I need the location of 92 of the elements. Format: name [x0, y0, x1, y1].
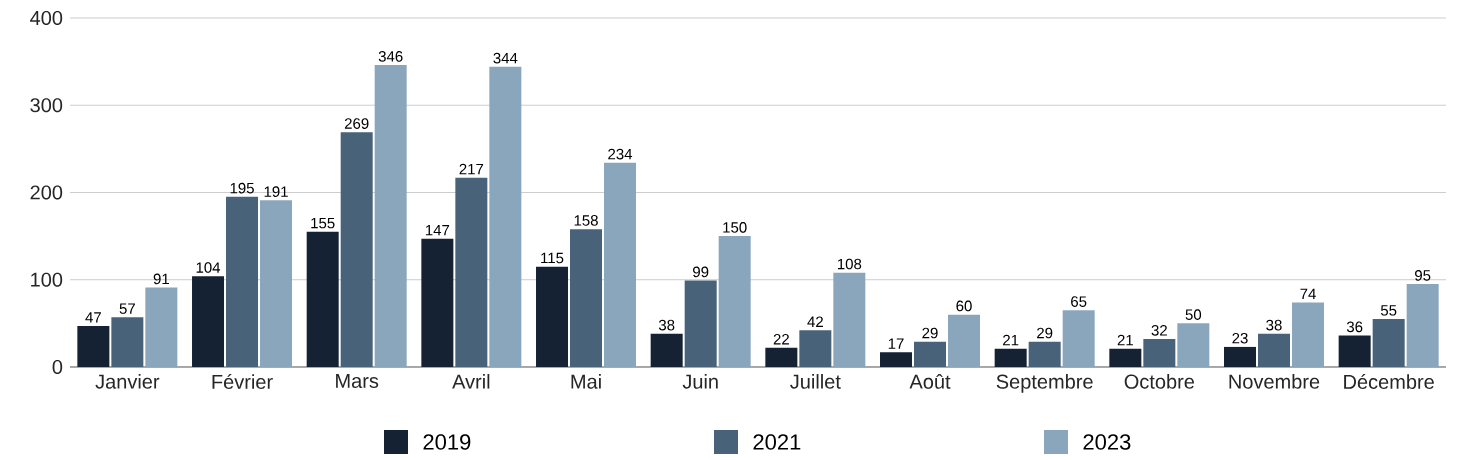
bar — [1177, 323, 1210, 367]
bar — [914, 341, 947, 367]
bar — [536, 266, 569, 367]
bar — [833, 272, 866, 367]
bar — [226, 196, 259, 367]
bar — [489, 66, 522, 367]
data-label: 155 — [311, 217, 335, 229]
bar — [765, 347, 798, 367]
x-tick-label: Mai — [571, 374, 601, 389]
x-tick-label: Juillet — [790, 374, 841, 389]
data-label: 32 — [1151, 325, 1167, 336]
x-tick-label: Avril — [452, 374, 490, 389]
bar — [1109, 348, 1142, 367]
data-label: 29 — [1037, 327, 1053, 339]
bar — [145, 287, 178, 367]
data-label: 21 — [1003, 334, 1019, 346]
legend-label: 2019 — [423, 434, 471, 450]
data-label: 108 — [837, 258, 862, 270]
bar — [1028, 341, 1061, 367]
data-label: 65 — [1071, 296, 1087, 307]
legend-label: 2021 — [753, 434, 801, 450]
data-label: 147 — [425, 225, 450, 236]
bar — [1372, 319, 1405, 367]
y-tick-label: 300 — [30, 98, 63, 113]
data-label: 38 — [1266, 319, 1282, 331]
data-label: 23 — [1232, 332, 1248, 344]
data-label: 74 — [1300, 288, 1316, 300]
data-label: 269 — [344, 118, 369, 129]
x-tick-label: Septembre — [996, 374, 1093, 393]
y-tick-label: 400 — [30, 10, 63, 26]
x-tick-label: Décembre — [1344, 374, 1434, 389]
y-tick-label: 200 — [30, 185, 63, 200]
y-tick-label: 0 — [52, 359, 63, 375]
bar — [994, 348, 1027, 367]
x-tick-label: Février — [212, 374, 273, 389]
bar — [718, 236, 751, 367]
data-label: 42 — [807, 316, 823, 327]
data-label: 22 — [773, 333, 789, 345]
data-label: 38 — [658, 319, 675, 331]
bar — [306, 231, 339, 367]
bar — [570, 229, 603, 367]
x-tick-label: Août — [909, 374, 951, 389]
data-label: 17 — [888, 338, 904, 349]
data-label: 95 — [1415, 270, 1431, 281]
data-label: 158 — [574, 215, 598, 226]
data-label: 91 — [153, 273, 169, 285]
bar — [799, 330, 832, 367]
x-tick-label: Novembre — [1229, 374, 1320, 389]
data-label: 21 — [1117, 334, 1133, 346]
bar — [455, 177, 488, 367]
data-label: 195 — [230, 182, 254, 194]
bar — [1406, 284, 1439, 367]
bar — [1292, 302, 1324, 367]
bar — [1143, 339, 1176, 367]
data-label: 60 — [956, 300, 972, 312]
data-label: 191 — [264, 186, 288, 197]
data-label: 57 — [119, 303, 135, 314]
bar — [1062, 310, 1095, 367]
bar — [1338, 335, 1371, 367]
bar — [260, 200, 293, 367]
data-label: 55 — [1380, 305, 1397, 316]
data-label: 346 — [378, 51, 403, 62]
data-label: 50 — [1185, 309, 1202, 320]
data-label: 104 — [196, 262, 221, 273]
x-tick-label: Janvier — [95, 374, 160, 389]
x-tick-label: Octobre — [1124, 374, 1195, 389]
data-label: 47 — [85, 312, 101, 323]
data-label: 234 — [608, 148, 633, 160]
bar — [684, 280, 717, 367]
data-label: 150 — [723, 222, 747, 233]
bar — [340, 132, 373, 367]
data-label: 115 — [541, 252, 564, 264]
bar — [880, 352, 912, 367]
data-label: 344 — [493, 52, 518, 64]
legend-label: 2023 — [1083, 434, 1131, 450]
bar — [374, 65, 407, 367]
bar — [948, 314, 981, 367]
data-label: 29 — [922, 327, 938, 339]
bar — [111, 317, 144, 367]
bar — [604, 162, 637, 367]
bar — [1224, 346, 1256, 367]
data-label: 217 — [459, 163, 484, 175]
bar — [192, 276, 225, 367]
bar — [77, 325, 110, 367]
y-tick-label: 100 — [31, 272, 63, 287]
data-label: 99 — [693, 266, 709, 278]
bar — [421, 238, 454, 367]
bar — [1258, 333, 1290, 367]
data-label: 36 — [1346, 321, 1363, 333]
x-tick-label: Juin — [682, 374, 718, 389]
bar — [650, 333, 683, 367]
x-tick-label: Mars — [336, 374, 379, 388]
